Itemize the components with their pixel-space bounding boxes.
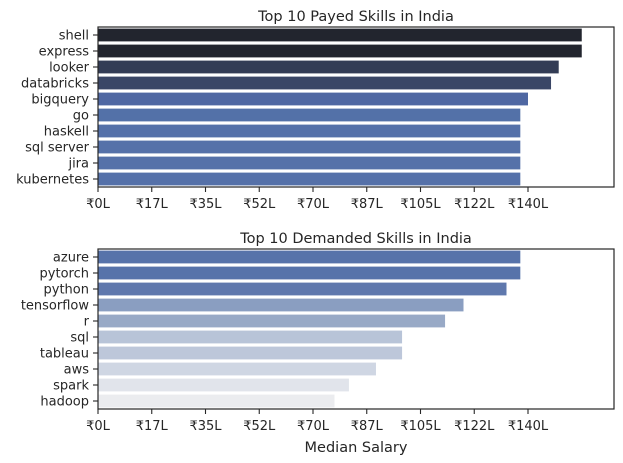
bar-group [98,28,582,186]
x-tick-label: ₹105L [400,419,441,434]
category-label: spark [53,379,89,394]
x-tick-label: ₹35L [189,419,222,434]
x-tick-label: ₹35L [189,197,222,212]
bar [98,140,521,154]
x-tick-label: ₹140L [508,419,549,434]
bar [98,156,521,170]
bar [98,298,464,312]
bar [98,108,521,122]
x-axis-label: Median Salary [305,440,408,456]
demanded-skills-chart: Top 10 Demanded Skills in India azurepyt… [21,231,615,456]
category-label: haskell [44,125,89,140]
category-label: sql server [25,141,90,156]
bar-group [98,250,521,408]
category-label: express [39,45,90,60]
bar [98,314,446,328]
category-label: bigquery [31,93,89,108]
x-tick-label: ₹52L [243,197,276,212]
x-tick-label: ₹70L [297,197,330,212]
x-tick-label: ₹87L [351,419,384,434]
category-label: sql [70,331,89,346]
category-label: aws [64,363,90,378]
bar [98,346,403,360]
bar [98,362,376,376]
category-label: databricks [21,77,89,92]
x-tick-label: ₹70L [297,419,330,434]
x-tick-label: ₹17L [136,197,169,212]
category-label: azure [53,251,89,266]
x-tick-label: ₹140L [508,197,549,212]
bar [98,60,559,74]
category-labels: azurepytorchpythontensorflowrsqltableaua… [21,251,98,410]
x-tick-label: ₹52L [243,419,276,434]
x-tick-label: ₹87L [351,197,384,212]
category-label: pytorch [40,267,89,282]
x-tick-label: ₹105L [400,197,441,212]
bar [98,266,521,280]
bar [98,44,582,58]
category-label: r [84,315,90,330]
x-tick-label: ₹0L [86,197,111,212]
category-label: tensorflow [21,299,90,314]
bar [98,172,521,186]
bar [98,330,403,344]
x-tick-label: ₹122L [454,197,495,212]
bar [98,378,349,392]
category-label: tableau [40,347,89,362]
category-labels: shellexpresslookerdatabricksbigquerygoha… [16,29,98,188]
category-label: python [44,283,89,298]
payed-skills-chart: Top 10 Payed Skills in India shellexpres… [16,9,615,212]
x-tick-label: ₹0L [86,419,111,434]
category-label: hadoop [40,395,89,410]
bar [98,282,507,296]
x-axis-ticks: ₹0L ₹17L ₹35L ₹52L ₹70L ₹87L ₹105L ₹122L ₹140L [86,409,549,434]
bar [98,76,552,90]
category-label: looker [49,61,90,76]
x-tick-label: ₹122L [454,419,495,434]
plot-frame [97,26,615,188]
chart-title: Top 10 Payed Skills in India [257,9,454,25]
bar [98,394,335,408]
plot-frame [97,248,615,410]
category-label: jira [67,157,89,172]
bar [98,28,582,42]
bar [98,250,521,264]
category-label: shell [59,29,89,44]
category-label: go [73,109,89,124]
x-tick-label: ₹17L [136,419,169,434]
x-axis-ticks: ₹0L ₹17L ₹35L ₹52L ₹70L ₹87L ₹105L ₹122L ₹140L [86,187,549,212]
category-label: kubernetes [16,173,89,188]
bar [98,92,528,106]
bar [98,124,521,138]
chart-title: Top 10 Demanded Skills in India [239,231,472,247]
